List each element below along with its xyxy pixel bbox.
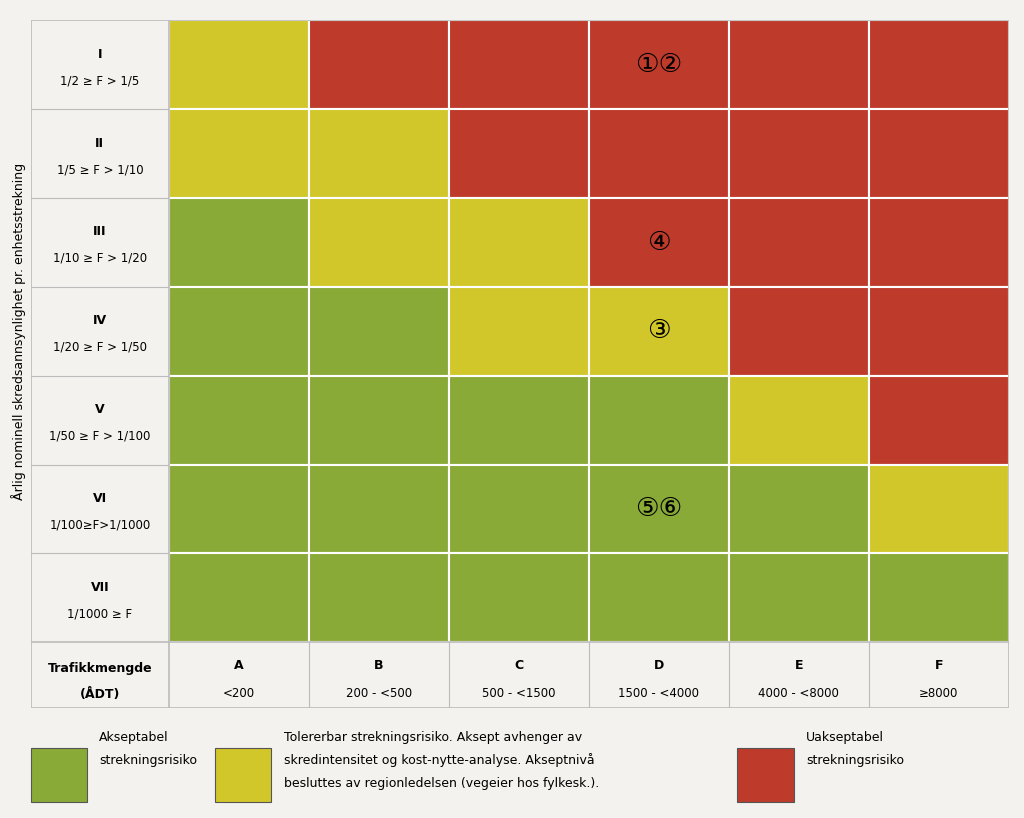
Bar — [589, 553, 729, 642]
Text: 200 - <500: 200 - <500 — [346, 686, 412, 699]
Text: (ÅDT): (ÅDT) — [80, 688, 120, 701]
Text: E: E — [795, 658, 803, 672]
Text: 1/20 ≥ F > 1/50: 1/20 ≥ F > 1/50 — [53, 341, 146, 353]
Text: ③: ③ — [647, 318, 671, 344]
Text: strekningsrisiko: strekningsrisiko — [806, 754, 904, 767]
Bar — [449, 198, 589, 287]
Text: 1/50 ≥ F > 1/100: 1/50 ≥ F > 1/100 — [49, 429, 151, 443]
Text: 1/1000 ≥ F: 1/1000 ≥ F — [68, 607, 132, 620]
Bar — [589, 110, 729, 198]
Bar — [589, 287, 729, 375]
Bar — [729, 287, 868, 375]
Bar — [169, 375, 309, 465]
Text: B: B — [374, 658, 384, 672]
Bar — [169, 110, 309, 198]
Bar — [729, 465, 868, 553]
Bar — [868, 198, 1009, 287]
Bar — [868, 375, 1009, 465]
Text: ≥8000: ≥8000 — [919, 686, 958, 699]
Bar — [449, 375, 589, 465]
Bar — [169, 20, 309, 110]
Bar — [309, 198, 449, 287]
Text: VI: VI — [93, 492, 106, 505]
Text: V: V — [95, 403, 104, 416]
Text: Årlig nominell skredsannsynlighet pr. enhetsstrekning: Årlig nominell skredsannsynlighet pr. en… — [11, 163, 26, 500]
Bar — [449, 465, 589, 553]
Bar — [729, 198, 868, 287]
Bar — [169, 465, 309, 553]
Text: 1/100≥F>1/1000: 1/100≥F>1/1000 — [49, 519, 151, 532]
Text: Akseptabel: Akseptabel — [99, 731, 169, 744]
Bar — [309, 465, 449, 553]
Text: skredintensitet og kost-nytte-analyse. Akseptnivå: skredintensitet og kost-nytte-analyse. A… — [284, 753, 594, 767]
Text: 4000 - <8000: 4000 - <8000 — [759, 686, 839, 699]
Text: Tolererbar strekningsrisiko. Aksept avhenger av: Tolererbar strekningsrisiko. Aksept avhe… — [284, 731, 582, 744]
Text: A: A — [234, 658, 244, 672]
Text: ①②: ①② — [635, 52, 682, 78]
Bar — [868, 110, 1009, 198]
Bar — [729, 20, 868, 110]
Text: C: C — [514, 658, 523, 672]
Text: 1/10 ≥ F > 1/20: 1/10 ≥ F > 1/20 — [53, 252, 146, 265]
Text: ⑤⑥: ⑤⑥ — [635, 496, 682, 522]
Bar — [169, 553, 309, 642]
Text: Trafikkmengde: Trafikkmengde — [47, 662, 153, 675]
Bar — [449, 20, 589, 110]
Bar — [309, 553, 449, 642]
Text: II: II — [95, 137, 104, 150]
Bar — [309, 20, 449, 110]
Bar — [589, 375, 729, 465]
Text: IV: IV — [93, 314, 106, 327]
Text: 1500 - <4000: 1500 - <4000 — [618, 686, 699, 699]
Text: <200: <200 — [223, 686, 255, 699]
Text: 1/2 ≥ F > 1/5: 1/2 ≥ F > 1/5 — [60, 74, 139, 88]
Bar — [729, 553, 868, 642]
Bar — [449, 110, 589, 198]
Bar — [169, 198, 309, 287]
Bar — [449, 287, 589, 375]
Bar — [449, 553, 589, 642]
Text: 1/5 ≥ F > 1/10: 1/5 ≥ F > 1/10 — [56, 163, 143, 176]
Bar — [589, 465, 729, 553]
Bar — [729, 375, 868, 465]
Bar — [309, 110, 449, 198]
Text: D: D — [653, 658, 664, 672]
Bar — [868, 553, 1009, 642]
Text: F: F — [935, 658, 943, 672]
Bar — [589, 20, 729, 110]
Bar — [868, 20, 1009, 110]
Text: Uakseptabel: Uakseptabel — [806, 731, 884, 744]
Bar — [729, 110, 868, 198]
Text: besluttes av regionledelsen (vegeier hos fylkesk.).: besluttes av regionledelsen (vegeier hos… — [284, 777, 599, 790]
Text: 500 - <1500: 500 - <1500 — [482, 686, 556, 699]
Bar — [309, 375, 449, 465]
Text: strekningsrisiko: strekningsrisiko — [99, 754, 198, 767]
Bar — [589, 198, 729, 287]
Text: VII: VII — [90, 581, 110, 594]
Text: III: III — [93, 225, 106, 238]
Bar — [868, 465, 1009, 553]
Text: ④: ④ — [647, 230, 671, 255]
Text: I: I — [97, 47, 102, 61]
Bar — [868, 287, 1009, 375]
Bar — [309, 287, 449, 375]
Bar — [169, 287, 309, 375]
